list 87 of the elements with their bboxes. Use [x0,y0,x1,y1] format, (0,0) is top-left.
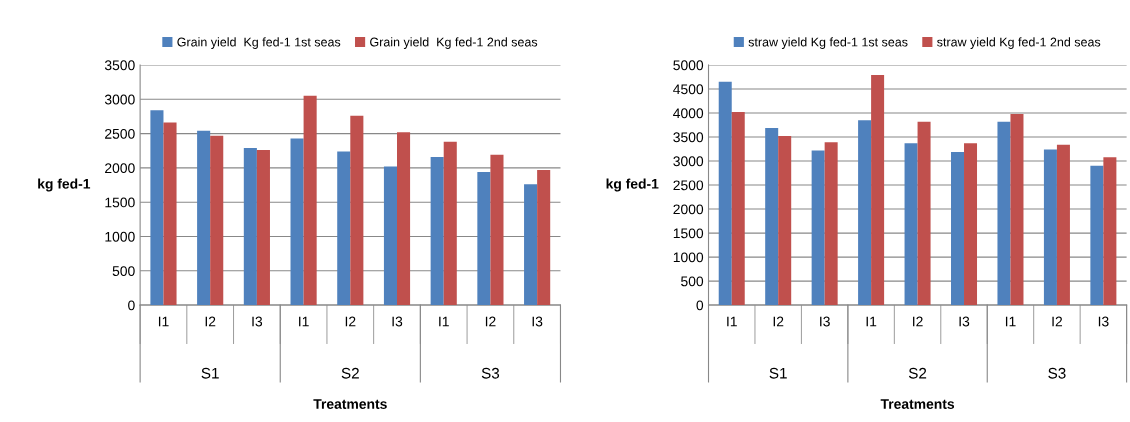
x-tick-label: I1 [727,316,737,327]
bar [163,122,177,306]
x-tick-label: I2 [773,316,784,327]
y-tick-label: 0 [128,300,135,311]
bar [858,120,872,306]
legend-label: straw yield Kg fed-1 1st seas [748,37,908,49]
bar [243,148,257,306]
text: S3 [1048,367,1066,379]
bar [964,143,978,306]
bar [350,115,364,306]
y-tick-label: 1500 [105,197,135,208]
bar [443,141,457,306]
bar [1103,157,1117,306]
y-tick-label: 1500 [673,228,704,239]
bar [477,172,491,306]
x-tick-label: I1 [439,316,449,327]
y-tick-label: 500 [112,266,135,276]
bar [811,150,825,306]
bar [1056,144,1070,306]
y-tick-label: 2500 [105,128,135,139]
x-tick-label: I2 [345,316,356,327]
text: S2 [908,367,927,379]
legend-label: Grain yield Kg fed-1 1st seas [177,37,341,49]
bar [303,95,317,306]
y-tick-label: 4500 [673,84,704,95]
bar [337,151,351,306]
y-tick-label: 2500 [673,180,704,191]
x-tick-label: I3 [392,316,403,327]
x-axis-title: Treatments [313,399,387,409]
y-tick-label: 3000 [104,94,135,105]
x-tick-label: I3 [532,316,543,327]
bar [778,136,792,306]
text: S3 [481,367,500,379]
y-tick-label: 3500 [673,132,704,143]
x-tick-label: I1 [866,316,877,327]
bar [1010,113,1024,306]
bar [871,75,885,306]
y-tick-label: 2000 [673,204,704,215]
x-tick-label: I3 [252,316,263,327]
x-tick-label: I2 [485,316,496,327]
y-axis-title: kg fed-1 [38,178,91,192]
x-tick-label: I1 [1005,316,1016,327]
bar [150,110,164,306]
x-tick-label: I2 [1052,316,1063,327]
bar [210,135,224,306]
bar [397,132,411,306]
bar [718,81,732,306]
bar [256,150,270,306]
y-tick-label: 3500 [104,60,135,71]
text: S1 [201,367,219,379]
bar [524,184,538,306]
y-tick-label: 5000 [673,60,704,71]
y-tick-label: 500 [681,276,704,287]
x-axis-title: Treatments [880,399,955,409]
y-tick-label: 1000 [105,231,135,242]
bar [490,154,504,306]
y-tick-label: 3000 [673,156,704,167]
x-tick-label: I2 [913,316,923,327]
bar [917,121,931,306]
bar [951,151,965,306]
bar [765,127,779,306]
x-tick-label: I1 [299,316,309,327]
x-tick-label: I2 [205,316,216,327]
legend-label: Grain yield Kg fed-1 2nd seas [370,37,538,49]
bar [430,156,444,306]
bar [197,130,211,306]
bar [904,143,918,306]
bar [383,166,398,306]
legend-label: straw yield Kg fed-1 2nd seas [937,37,1101,49]
bar [290,138,304,306]
y-tick-label: 0 [696,300,704,311]
text: S2 [341,367,359,379]
y-axis-title: kg fed-1 [606,178,659,192]
bar [997,121,1011,306]
x-tick-label: I3 [820,316,830,327]
y-tick-label: 1000 [673,252,704,263]
x-tick-label: I3 [959,316,970,327]
bar [537,169,551,306]
bar [1043,149,1057,306]
y-tick-label: 4000 [673,108,704,119]
y-tick-label: 2000 [105,163,135,174]
bar [731,112,745,306]
bar [1090,165,1104,306]
text: S1 [769,367,787,379]
x-tick-label: I1 [158,316,169,327]
x-tick-label: I3 [1098,316,1109,327]
bar [824,142,838,306]
